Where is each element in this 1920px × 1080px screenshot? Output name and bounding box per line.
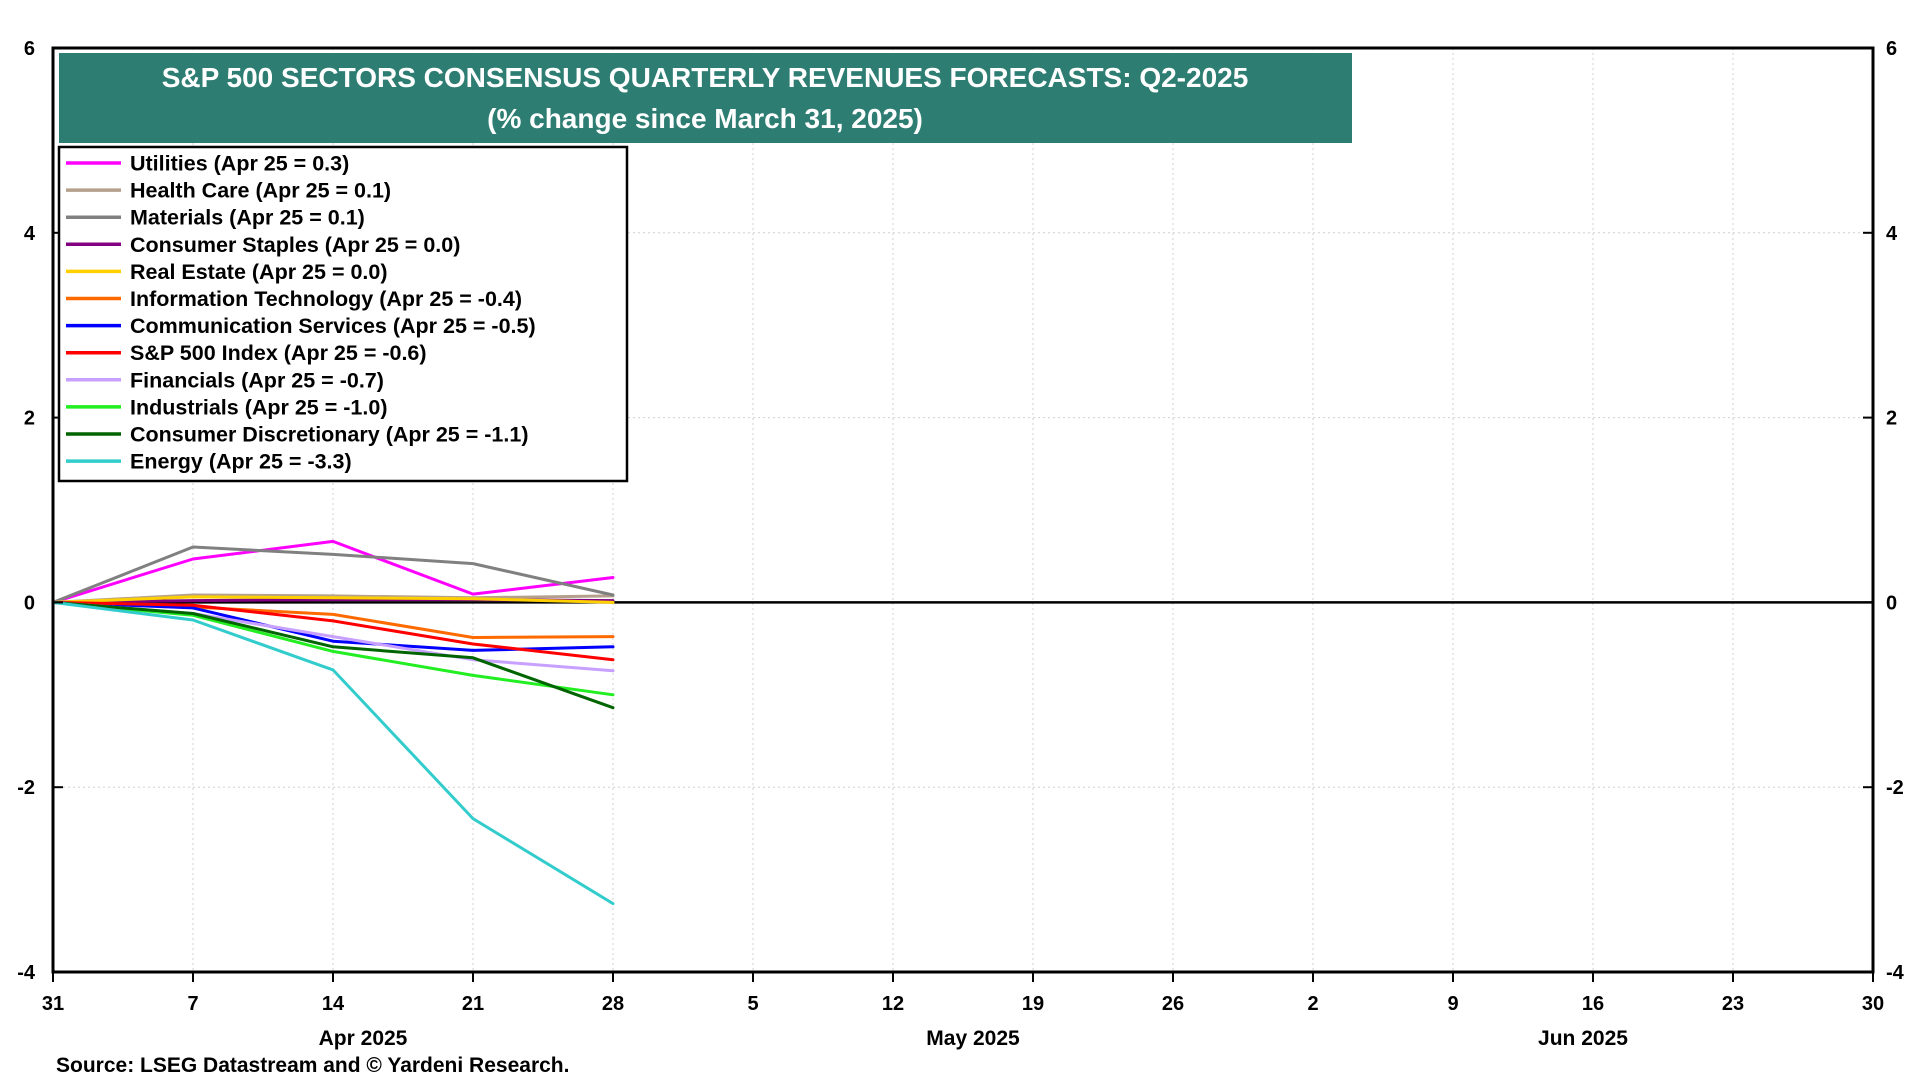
x-tick-label: 9: [1447, 993, 1458, 1015]
title-background: [59, 53, 1352, 143]
x-tick-label: 23: [1722, 993, 1744, 1015]
y-tick-label-left: 4: [24, 223, 36, 245]
axis-labels-layer: 6 6 4 4 2 2 0 0 -2 -2 -4 -4 31 7 14 21 28 5 12 19 26 2 9 16 23 30…: [17, 38, 1904, 1050]
y-tick-label-left: 2: [24, 408, 35, 430]
legend-label: Materials (Apr 25 = 0.1): [130, 206, 365, 230]
x-tick-label: 7: [187, 993, 198, 1015]
series-line-7: [51, 600, 615, 662]
plot-frame: [51, 46, 1875, 974]
month-label: Jun 2025: [1538, 1027, 1628, 1050]
series-line-0: [51, 539, 615, 604]
series-layer: [51, 539, 615, 906]
legend-label: Health Care (Apr 25 = 0.1): [130, 179, 391, 203]
x-tick-label: 5: [747, 993, 758, 1015]
series-line-11: [51, 600, 615, 906]
x-tick-label: 19: [1022, 993, 1044, 1015]
legend-label: Real Estate (Apr 25 = 0.0): [130, 260, 388, 284]
x-tick-label: 2: [1307, 993, 1318, 1015]
y-tick-label-left: 0: [24, 592, 35, 614]
chart-legend: Utilities (Apr 25 = 0.3) Health Care (Apr…: [57, 145, 629, 483]
x-tick-label: 16: [1582, 993, 1604, 1015]
series-line-2: [51, 545, 615, 604]
legend-label: Industrials (Apr 25 = -1.0): [130, 395, 387, 419]
y-tick-label-left: 6: [24, 38, 35, 60]
y-tick-label-right: 4: [1886, 223, 1898, 245]
x-tick-label: 26: [1162, 993, 1184, 1015]
chart-subtitle: (% change since March 31, 2025): [487, 103, 923, 134]
x-tick-label: 12: [882, 993, 904, 1015]
legend-label: Communication Services (Apr 25 = -0.5): [130, 314, 536, 338]
month-label: May 2025: [926, 1027, 1020, 1050]
legend-label: S&P 500 Index (Apr 25 = -0.6): [130, 341, 427, 365]
y-tick-label-right: -2: [1886, 777, 1904, 799]
chart-title: S&P 500 SECTORS CONSENSUS QUARTERLY REVE…: [162, 62, 1249, 93]
y-tick-label-right: -4: [1886, 962, 1905, 984]
legend-label: Consumer Discretionary (Apr 25 = -1.1): [130, 423, 528, 447]
y-tick-label-right: 0: [1886, 592, 1897, 614]
x-tick-label: 31: [42, 993, 64, 1015]
legend-box: [57, 145, 629, 483]
x-tick-label: 21: [462, 993, 484, 1015]
chart-title-box: S&P 500 SECTORS CONSENSUS QUARTERLY REVE…: [59, 53, 1352, 143]
grid-layer: [53, 48, 1873, 972]
plot-frame-layer: [51, 46, 1875, 974]
legend-label: Energy (Apr 25 = -3.3): [130, 450, 352, 474]
legend-label: Financials (Apr 25 = -0.7): [130, 368, 384, 392]
y-tick-label-left: -2: [17, 777, 35, 799]
y-tick-label-left: -4: [17, 962, 36, 984]
source-note: Source: LSEG Datastream and © Yardeni Re…: [56, 1054, 569, 1077]
y-tick-label-right: 6: [1886, 38, 1897, 60]
legend-label: Information Technology (Apr 25 = -0.4): [130, 287, 522, 311]
series-line-4: [51, 595, 615, 604]
x-tick-label: 14: [322, 993, 345, 1015]
x-tick-label: 28: [602, 993, 624, 1015]
month-label: Apr 2025: [319, 1027, 408, 1050]
y-tick-label-right: 2: [1886, 408, 1897, 430]
legend-label: Consumer Staples (Apr 25 = 0.0): [130, 233, 460, 257]
x-tick-label: 30: [1862, 993, 1884, 1015]
series-line-10: [51, 600, 615, 710]
legend-label: Utilities (Apr 25 = 0.3): [130, 152, 349, 176]
